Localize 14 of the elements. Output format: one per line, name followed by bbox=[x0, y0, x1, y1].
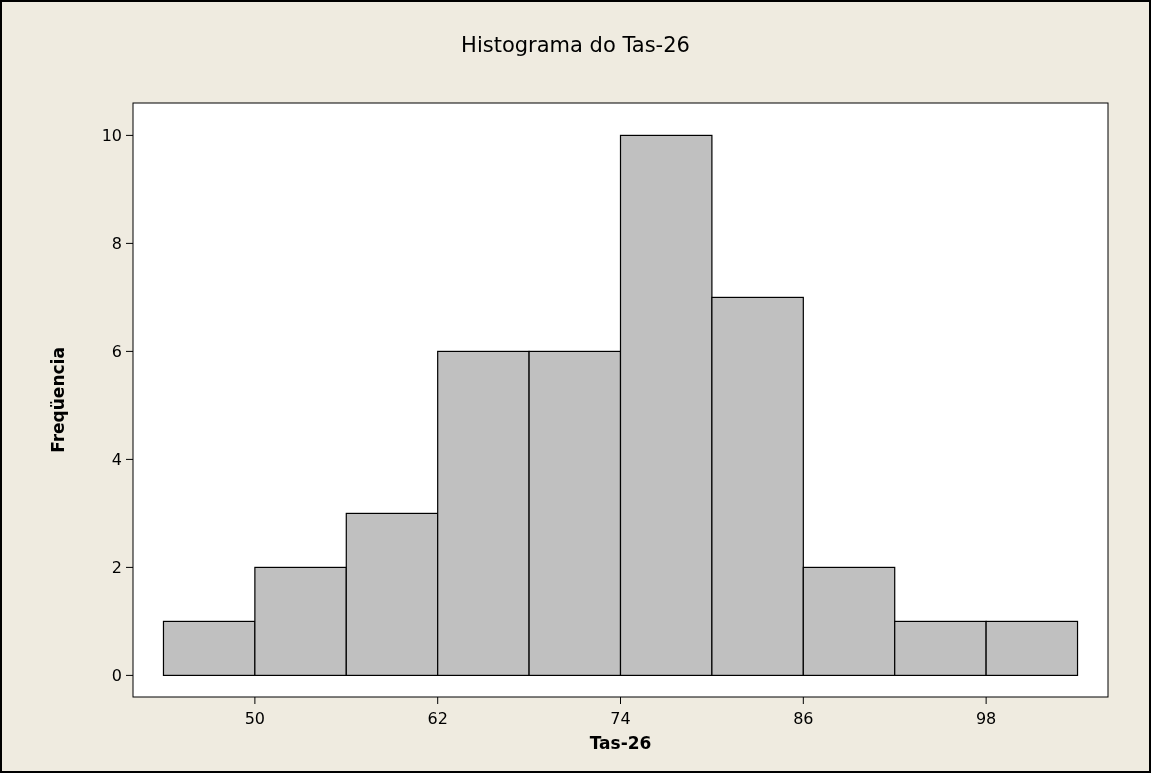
x-tick-label: 98 bbox=[975, 709, 997, 728]
y-tick-label: 10 bbox=[101, 126, 122, 145]
chart-title: Histograma do Tas-26 bbox=[461, 33, 690, 57]
x-tick-label: 62 bbox=[427, 709, 448, 728]
x-axis-title: Tas-26 bbox=[589, 733, 652, 753]
y-tick-label: 4 bbox=[111, 450, 122, 469]
y-axis-title: Freqüencia bbox=[48, 347, 68, 453]
x-tick-label: 74 bbox=[610, 709, 631, 728]
y-tick-label: 6 bbox=[111, 342, 122, 361]
y-tick-label: 8 bbox=[111, 234, 122, 253]
y-tick-label: 0 bbox=[111, 666, 122, 685]
x-tick-label: 86 bbox=[793, 709, 814, 728]
y-tick-label: 2 bbox=[111, 558, 122, 577]
x-tick-label: 50 bbox=[244, 709, 266, 728]
